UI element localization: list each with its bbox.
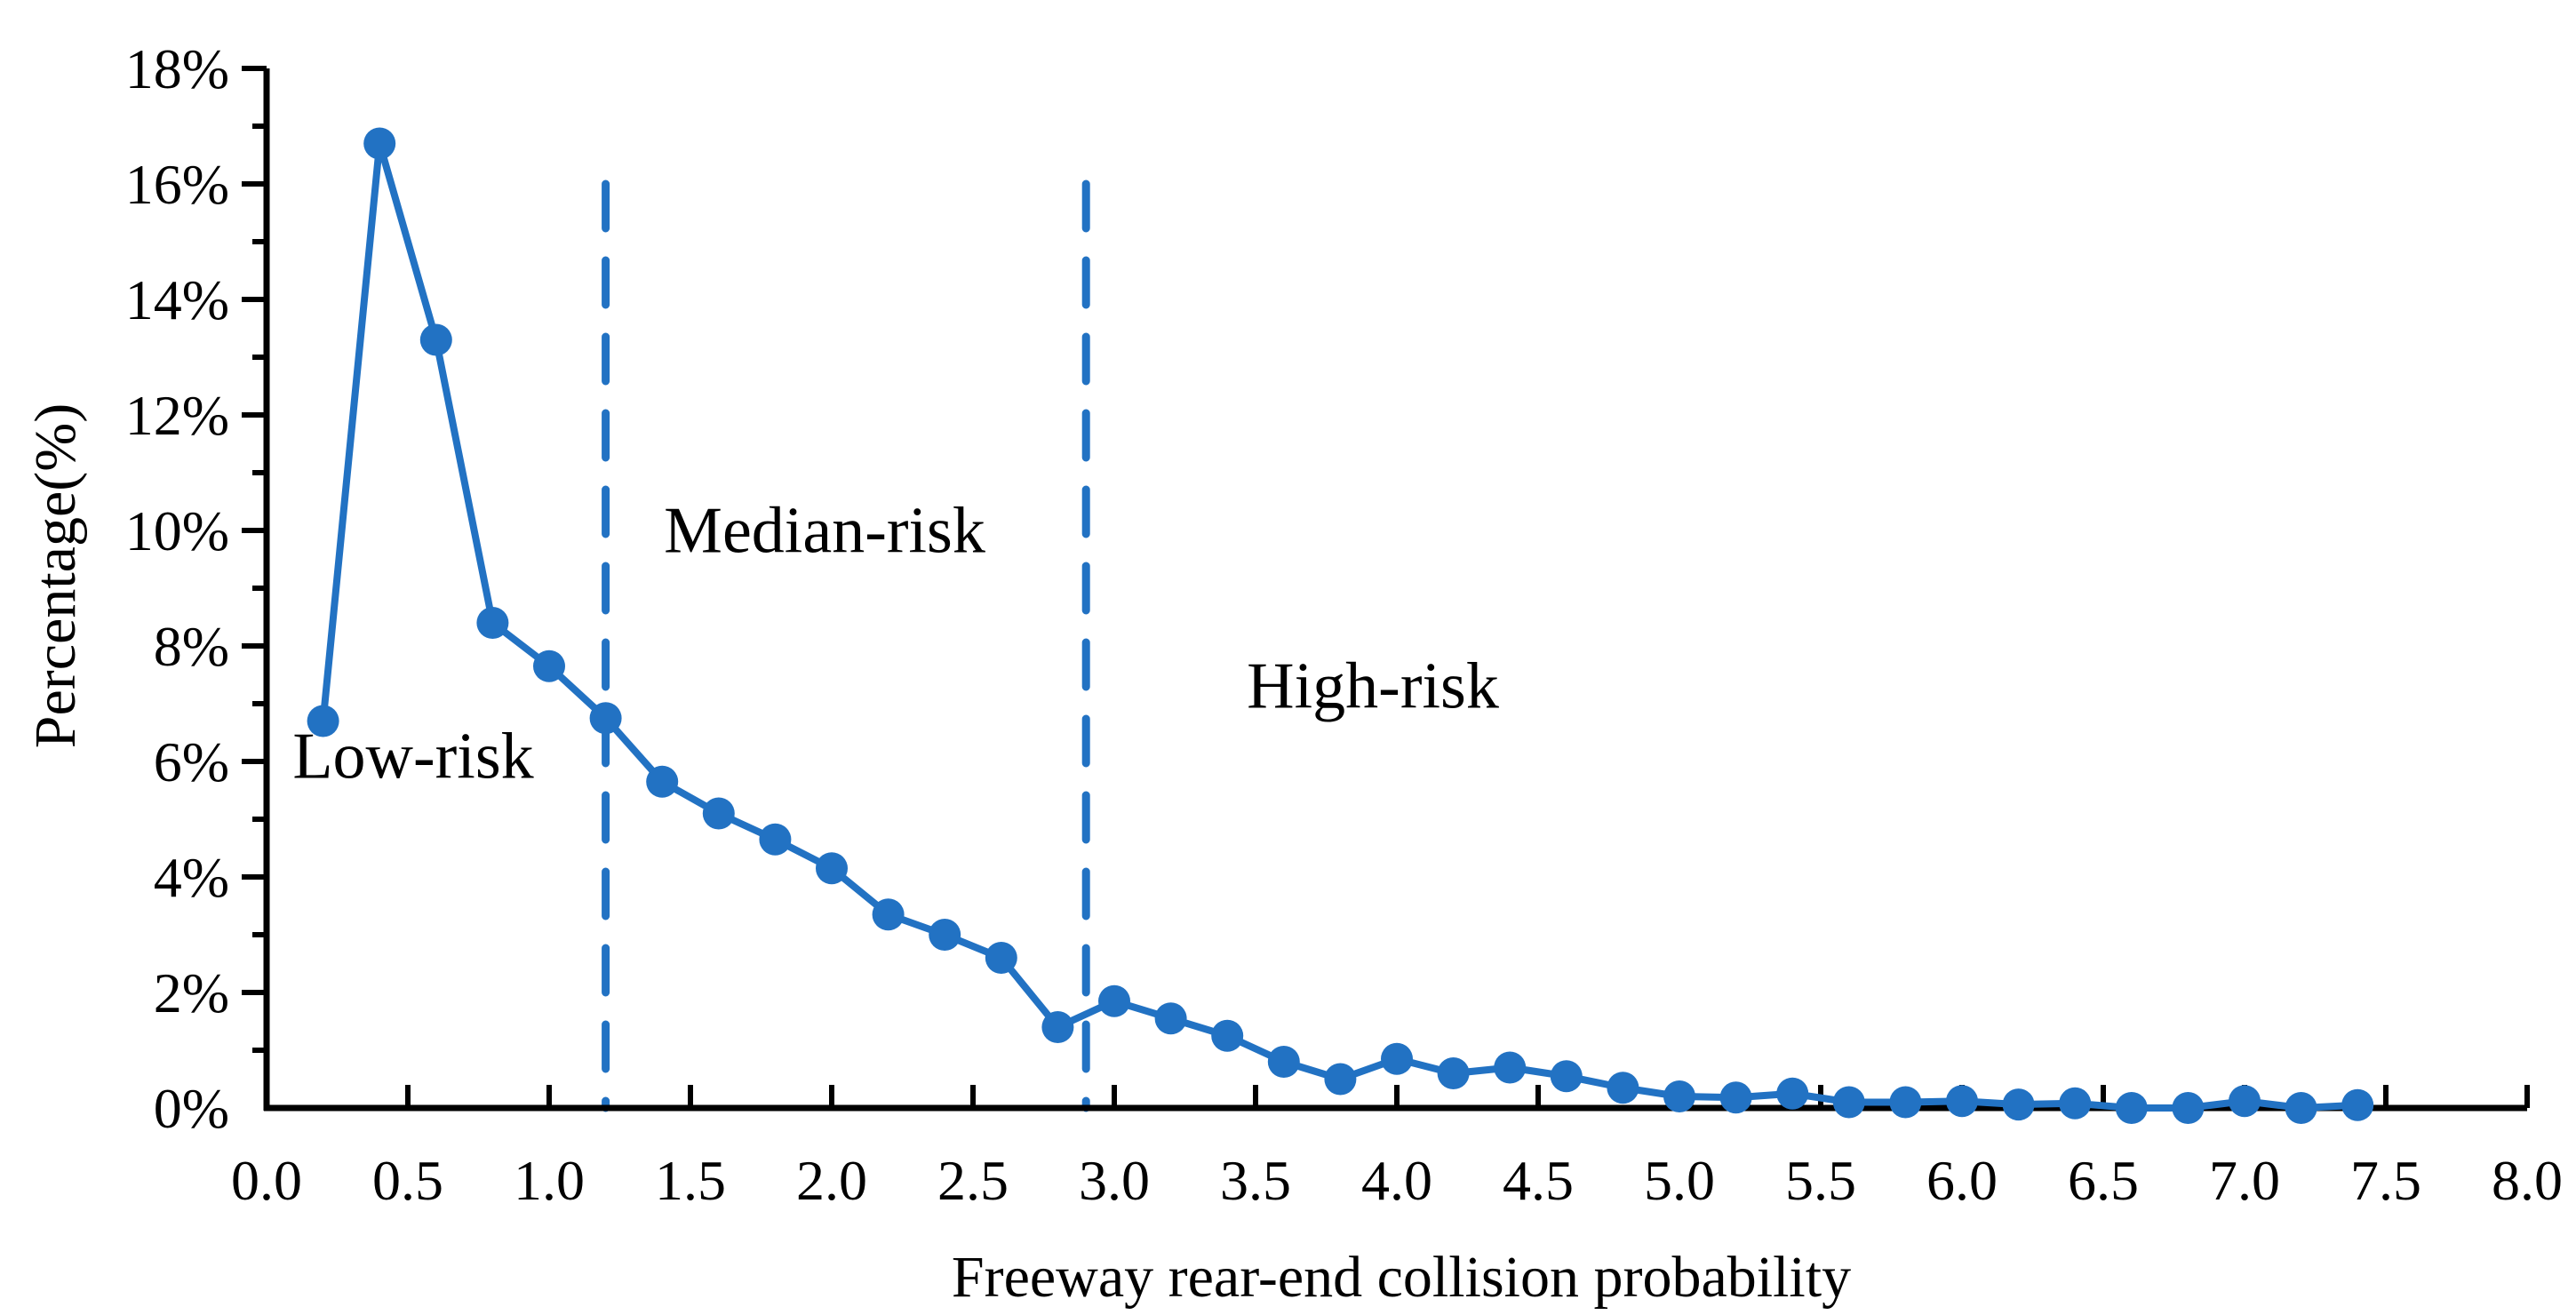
median-risk-region-label: Median-risk	[664, 494, 985, 568]
y-tick-label: 4%	[154, 846, 229, 909]
y-tick-label: 18%	[125, 37, 229, 100]
data-point	[1832, 1086, 1865, 1119]
high-risk-region-label: High-risk	[1247, 650, 1499, 723]
data-point	[1211, 1019, 1244, 1052]
data-point	[2115, 1092, 2148, 1124]
x-tick-label: 3.0	[1079, 1149, 1150, 1212]
data-point	[1550, 1060, 1583, 1093]
y-tick-label: 10%	[125, 499, 229, 562]
data-point	[1776, 1077, 1809, 1110]
x-tick-label: 7.0	[2209, 1149, 2280, 1212]
data-point	[1381, 1042, 1413, 1075]
data-point	[1889, 1086, 1922, 1119]
data-point	[1154, 1002, 1187, 1035]
x-tick-label: 2.0	[796, 1149, 867, 1212]
data-point	[929, 919, 961, 951]
y-tick-label: 8%	[154, 615, 229, 678]
data-point	[1098, 984, 1130, 1017]
data-point	[702, 797, 735, 830]
data-point	[2285, 1092, 2317, 1124]
data-point	[872, 898, 905, 931]
data-point	[1946, 1085, 1978, 1118]
data-point	[1041, 1011, 1074, 1043]
data-point	[816, 852, 848, 885]
data-point	[1607, 1072, 1639, 1104]
y-tick-label: 14%	[125, 268, 229, 331]
data-point	[2002, 1088, 2035, 1121]
data-point	[1267, 1046, 1300, 1078]
x-tick-label: 1.5	[655, 1149, 726, 1212]
y-tick-label: 6%	[154, 730, 229, 793]
data-point	[2059, 1087, 2092, 1120]
data-point	[646, 765, 679, 798]
data-point	[1719, 1081, 1752, 1114]
data-point	[1324, 1063, 1357, 1096]
data-point	[759, 823, 792, 856]
data-point	[2229, 1085, 2261, 1118]
x-tick-label: 6.0	[1926, 1149, 1998, 1212]
data-point	[2172, 1092, 2205, 1124]
data-line	[319, 139, 2358, 1112]
x-tick-label: 7.5	[2350, 1149, 2421, 1212]
x-tick-label: 6.5	[2068, 1149, 2139, 1212]
data-point	[2341, 1088, 2374, 1121]
data-point	[363, 127, 396, 160]
x-tick-label: 3.5	[1220, 1149, 1291, 1212]
data-point	[307, 705, 339, 737]
x-tick-label: 5.0	[1644, 1149, 1715, 1212]
y-tick-label: 16%	[125, 153, 229, 216]
y-axis-title: Percentage(%)	[23, 402, 88, 749]
data-point	[985, 942, 1017, 974]
x-tick-label: 2.5	[937, 1149, 1009, 1212]
x-tick-label: 4.0	[1361, 1149, 1432, 1212]
data-point	[1494, 1051, 1527, 1084]
x-axis-title: Freeway rear-end collision probability	[951, 1245, 1852, 1310]
x-tick-label: 5.5	[1785, 1149, 1856, 1212]
data-point	[533, 650, 565, 682]
y-tick-label: 2%	[154, 961, 229, 1024]
data-point	[419, 323, 452, 356]
data-point	[476, 607, 509, 639]
x-tick-label: 8.0	[2492, 1149, 2563, 1212]
x-tick-label: 0.0	[231, 1149, 302, 1212]
data-point	[1663, 1080, 1695, 1112]
data-point	[589, 702, 622, 735]
y-tick-label: 0%	[154, 1077, 229, 1140]
x-tick-label: 4.5	[1503, 1149, 1574, 1212]
y-tick-label: 12%	[125, 384, 229, 447]
x-tick-label: 1.0	[514, 1149, 585, 1212]
low-risk-region-label: Low-risk	[292, 720, 534, 793]
x-tick-label: 0.5	[372, 1149, 443, 1212]
data-point	[1437, 1057, 1470, 1089]
